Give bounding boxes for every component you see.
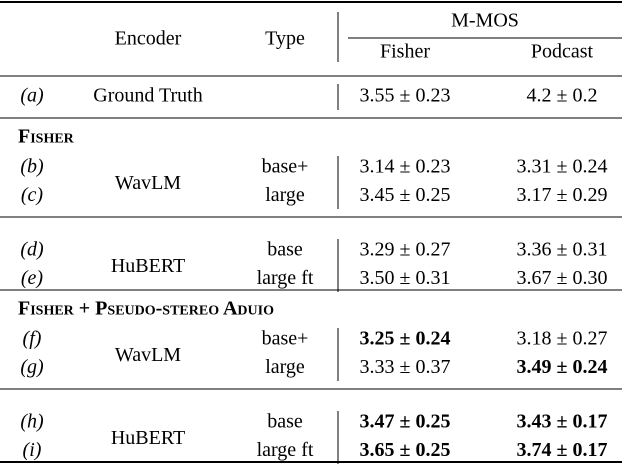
score: 3.29 ± 0.27 <box>360 239 451 261</box>
type: large <box>265 184 305 206</box>
row-label: (e) <box>21 267 44 289</box>
header-encoder: Encoder <box>115 28 182 50</box>
encoder: HuBERT <box>111 427 185 449</box>
score: 3.31 ± 0.24 <box>517 156 608 178</box>
score: 3.74 ± 0.17 <box>517 439 608 461</box>
score: 3.14 ± 0.23 <box>360 156 451 178</box>
row-label: (h) <box>20 411 44 433</box>
row-label: (d) <box>20 239 44 261</box>
row-label: (i) <box>23 439 42 461</box>
score: 4.2 ± 0.2 <box>527 85 598 107</box>
encoder: WavLM <box>115 344 181 366</box>
score: 3.49 ± 0.24 <box>517 356 608 378</box>
row-label: (f) <box>23 328 42 350</box>
score: 3.33 ± 0.37 <box>360 356 451 378</box>
type: large ft <box>257 267 314 289</box>
encoder: HuBERT <box>111 255 185 277</box>
section-title: Fisher + Pseudo-stereo Aduio <box>18 298 274 320</box>
header-metric: M-MOS <box>451 10 519 32</box>
score: 3.17 ± 0.29 <box>517 184 608 206</box>
score: 3.25 ± 0.24 <box>360 328 451 350</box>
encoder: WavLM <box>115 172 181 194</box>
type: base <box>267 411 303 433</box>
header-column: Podcast <box>531 41 594 63</box>
header-type: Type <box>265 28 305 50</box>
score: 3.67 ± 0.30 <box>517 267 608 289</box>
type: base <box>267 239 303 261</box>
score: 3.47 ± 0.25 <box>360 411 451 433</box>
type: large <box>265 356 305 378</box>
score: 3.65 ± 0.25 <box>360 439 451 461</box>
row-label: (g) <box>20 356 44 378</box>
encoder: Ground Truth <box>93 85 202 107</box>
score: 3.18 ± 0.27 <box>517 328 608 350</box>
score: 3.55 ± 0.23 <box>360 85 451 107</box>
type: large ft <box>257 439 314 461</box>
row-label: (a) <box>20 85 44 107</box>
section-title: Fisher <box>18 126 75 148</box>
score: 3.43 ± 0.17 <box>517 411 608 433</box>
type: base+ <box>262 156 309 178</box>
score: 3.50 ± 0.31 <box>360 267 451 289</box>
type: base+ <box>262 328 309 350</box>
row-label: (c) <box>21 184 44 206</box>
score: 3.45 ± 0.25 <box>360 184 451 206</box>
row-label: (b) <box>20 156 44 178</box>
score: 3.36 ± 0.31 <box>517 239 608 261</box>
header-column: Fisher <box>380 41 430 63</box>
